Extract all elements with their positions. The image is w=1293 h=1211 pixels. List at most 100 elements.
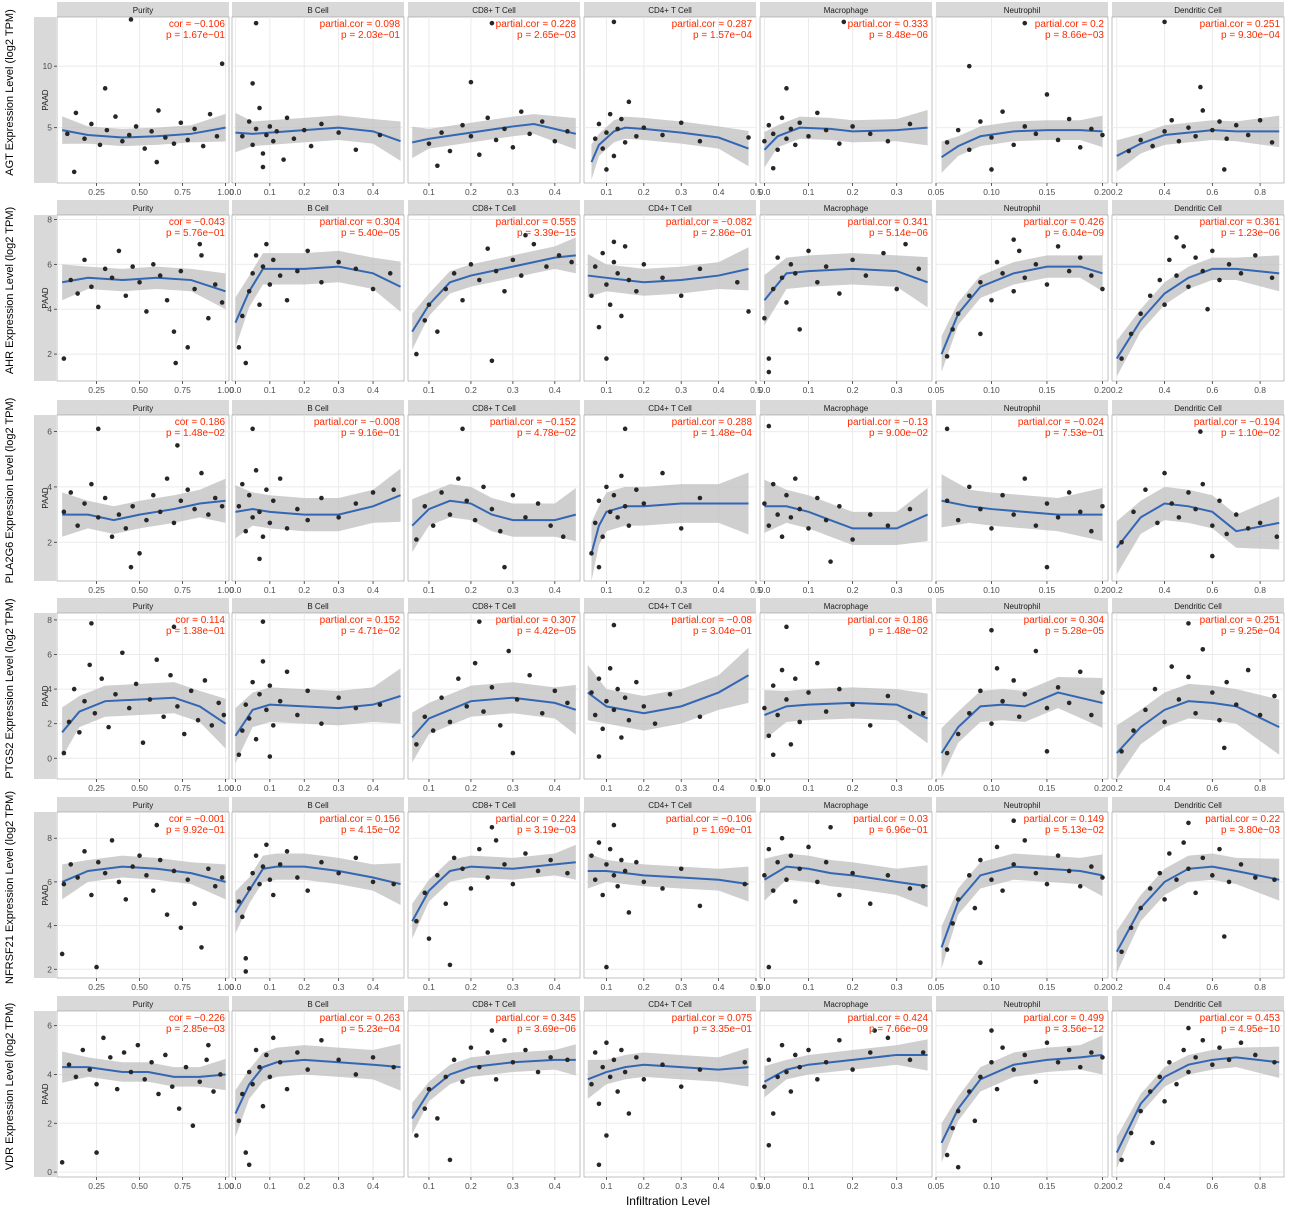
data-point [1272, 877, 1277, 883]
data-point [797, 1064, 802, 1070]
data-point [151, 888, 156, 893]
data-point [1089, 273, 1094, 278]
data-point [841, 19, 847, 25]
panel-strip [57, 797, 229, 812]
data-point [185, 487, 191, 493]
data-point [246, 288, 252, 294]
data-point [634, 133, 639, 139]
x-tick-label: 0.3 [891, 187, 903, 197]
panel-area [1111, 214, 1285, 382]
data-point [916, 266, 922, 272]
panel-strip [760, 797, 932, 812]
x-tick-label: 0.0 [230, 982, 242, 992]
data-point [144, 309, 149, 314]
data-point [806, 133, 811, 139]
panel-strip-label: B Cell [307, 801, 329, 810]
data-point [260, 264, 266, 269]
data-point [966, 147, 972, 153]
data-point [626, 1111, 632, 1116]
data-point [837, 686, 842, 692]
panel-strip [584, 598, 756, 613]
data-point [950, 1125, 955, 1131]
data-point [989, 877, 994, 883]
fit-line [940, 1053, 1103, 1144]
data-point [1044, 749, 1050, 754]
data-point [1147, 293, 1153, 299]
fit-line [940, 129, 1103, 159]
data-point [619, 116, 624, 122]
data-point [792, 676, 798, 682]
x-tick-label: 0.8 [1254, 187, 1266, 197]
data-point [600, 1064, 605, 1070]
data-point [697, 714, 703, 720]
panel-strip [232, 200, 404, 215]
panel-area [759, 1010, 933, 1178]
data-point [305, 1067, 310, 1072]
data-point [622, 868, 628, 874]
data-point [206, 866, 211, 872]
data-point [209, 723, 215, 728]
confidence-band [62, 264, 226, 310]
data-point [277, 476, 283, 481]
y-axis-title: VDR Expression Level (log2 TPM) [4, 1003, 16, 1170]
fit-line [587, 267, 749, 284]
panel-strip [408, 797, 580, 812]
data-point [87, 662, 92, 668]
confidence-band [62, 855, 226, 900]
data-point [634, 288, 639, 294]
data-point [1157, 1074, 1163, 1080]
data-point [1000, 698, 1005, 704]
x-tick-label: 0.1 [803, 1181, 815, 1191]
data-point [678, 866, 684, 872]
data-point [243, 360, 249, 366]
x-tick-label: 0.2 [465, 187, 477, 197]
data-point [828, 559, 833, 564]
data-point [200, 143, 206, 149]
data-point [140, 740, 146, 745]
data-point [305, 517, 310, 523]
data-point [156, 108, 161, 113]
data-point [792, 899, 798, 904]
data-point [1128, 925, 1134, 931]
data-point [257, 881, 262, 887]
data-point [489, 358, 495, 364]
data-point [336, 1057, 341, 1063]
data-point [190, 1123, 196, 1129]
data-point [626, 523, 632, 528]
correlation-label: partial.cor = 0.307 [496, 615, 577, 626]
fit-line [234, 865, 401, 914]
data-point [837, 141, 842, 146]
x-tick-label: 0.05 [928, 1181, 945, 1191]
x-tick-label: 0.2 [638, 585, 650, 595]
panel-strip [936, 598, 1108, 613]
x-tick-label: 0.4 [1159, 783, 1171, 793]
p-value-label: p = 5.28e−05 [1045, 626, 1104, 637]
x-tick-label: 0.50 [131, 187, 148, 197]
data-point [387, 271, 393, 276]
data-point [102, 870, 108, 876]
panel-strip [408, 400, 580, 415]
x-tick-label: 0.15 [1039, 585, 1056, 595]
data-point [171, 868, 177, 874]
data-point [144, 517, 149, 523]
data-point [641, 262, 647, 267]
y-tick-label: 2 [47, 537, 52, 547]
x-tick-label: 0.6 [1206, 1181, 1218, 1191]
x-tick-label: 0.4 [367, 187, 379, 197]
cancer-label-tab [34, 812, 56, 978]
x-tick-label: 0.3 [333, 982, 345, 992]
data-point [472, 517, 478, 523]
data-point [806, 844, 811, 850]
data-point [510, 145, 516, 150]
data-point [589, 690, 594, 695]
data-point [607, 302, 613, 308]
data-point [206, 512, 211, 517]
data-point [206, 315, 211, 321]
x-tick-label: 0.3 [891, 982, 903, 992]
data-point [1119, 749, 1124, 754]
data-point [611, 259, 617, 265]
data-point [596, 1101, 602, 1107]
data-point [169, 1084, 175, 1089]
data-point [171, 520, 177, 526]
